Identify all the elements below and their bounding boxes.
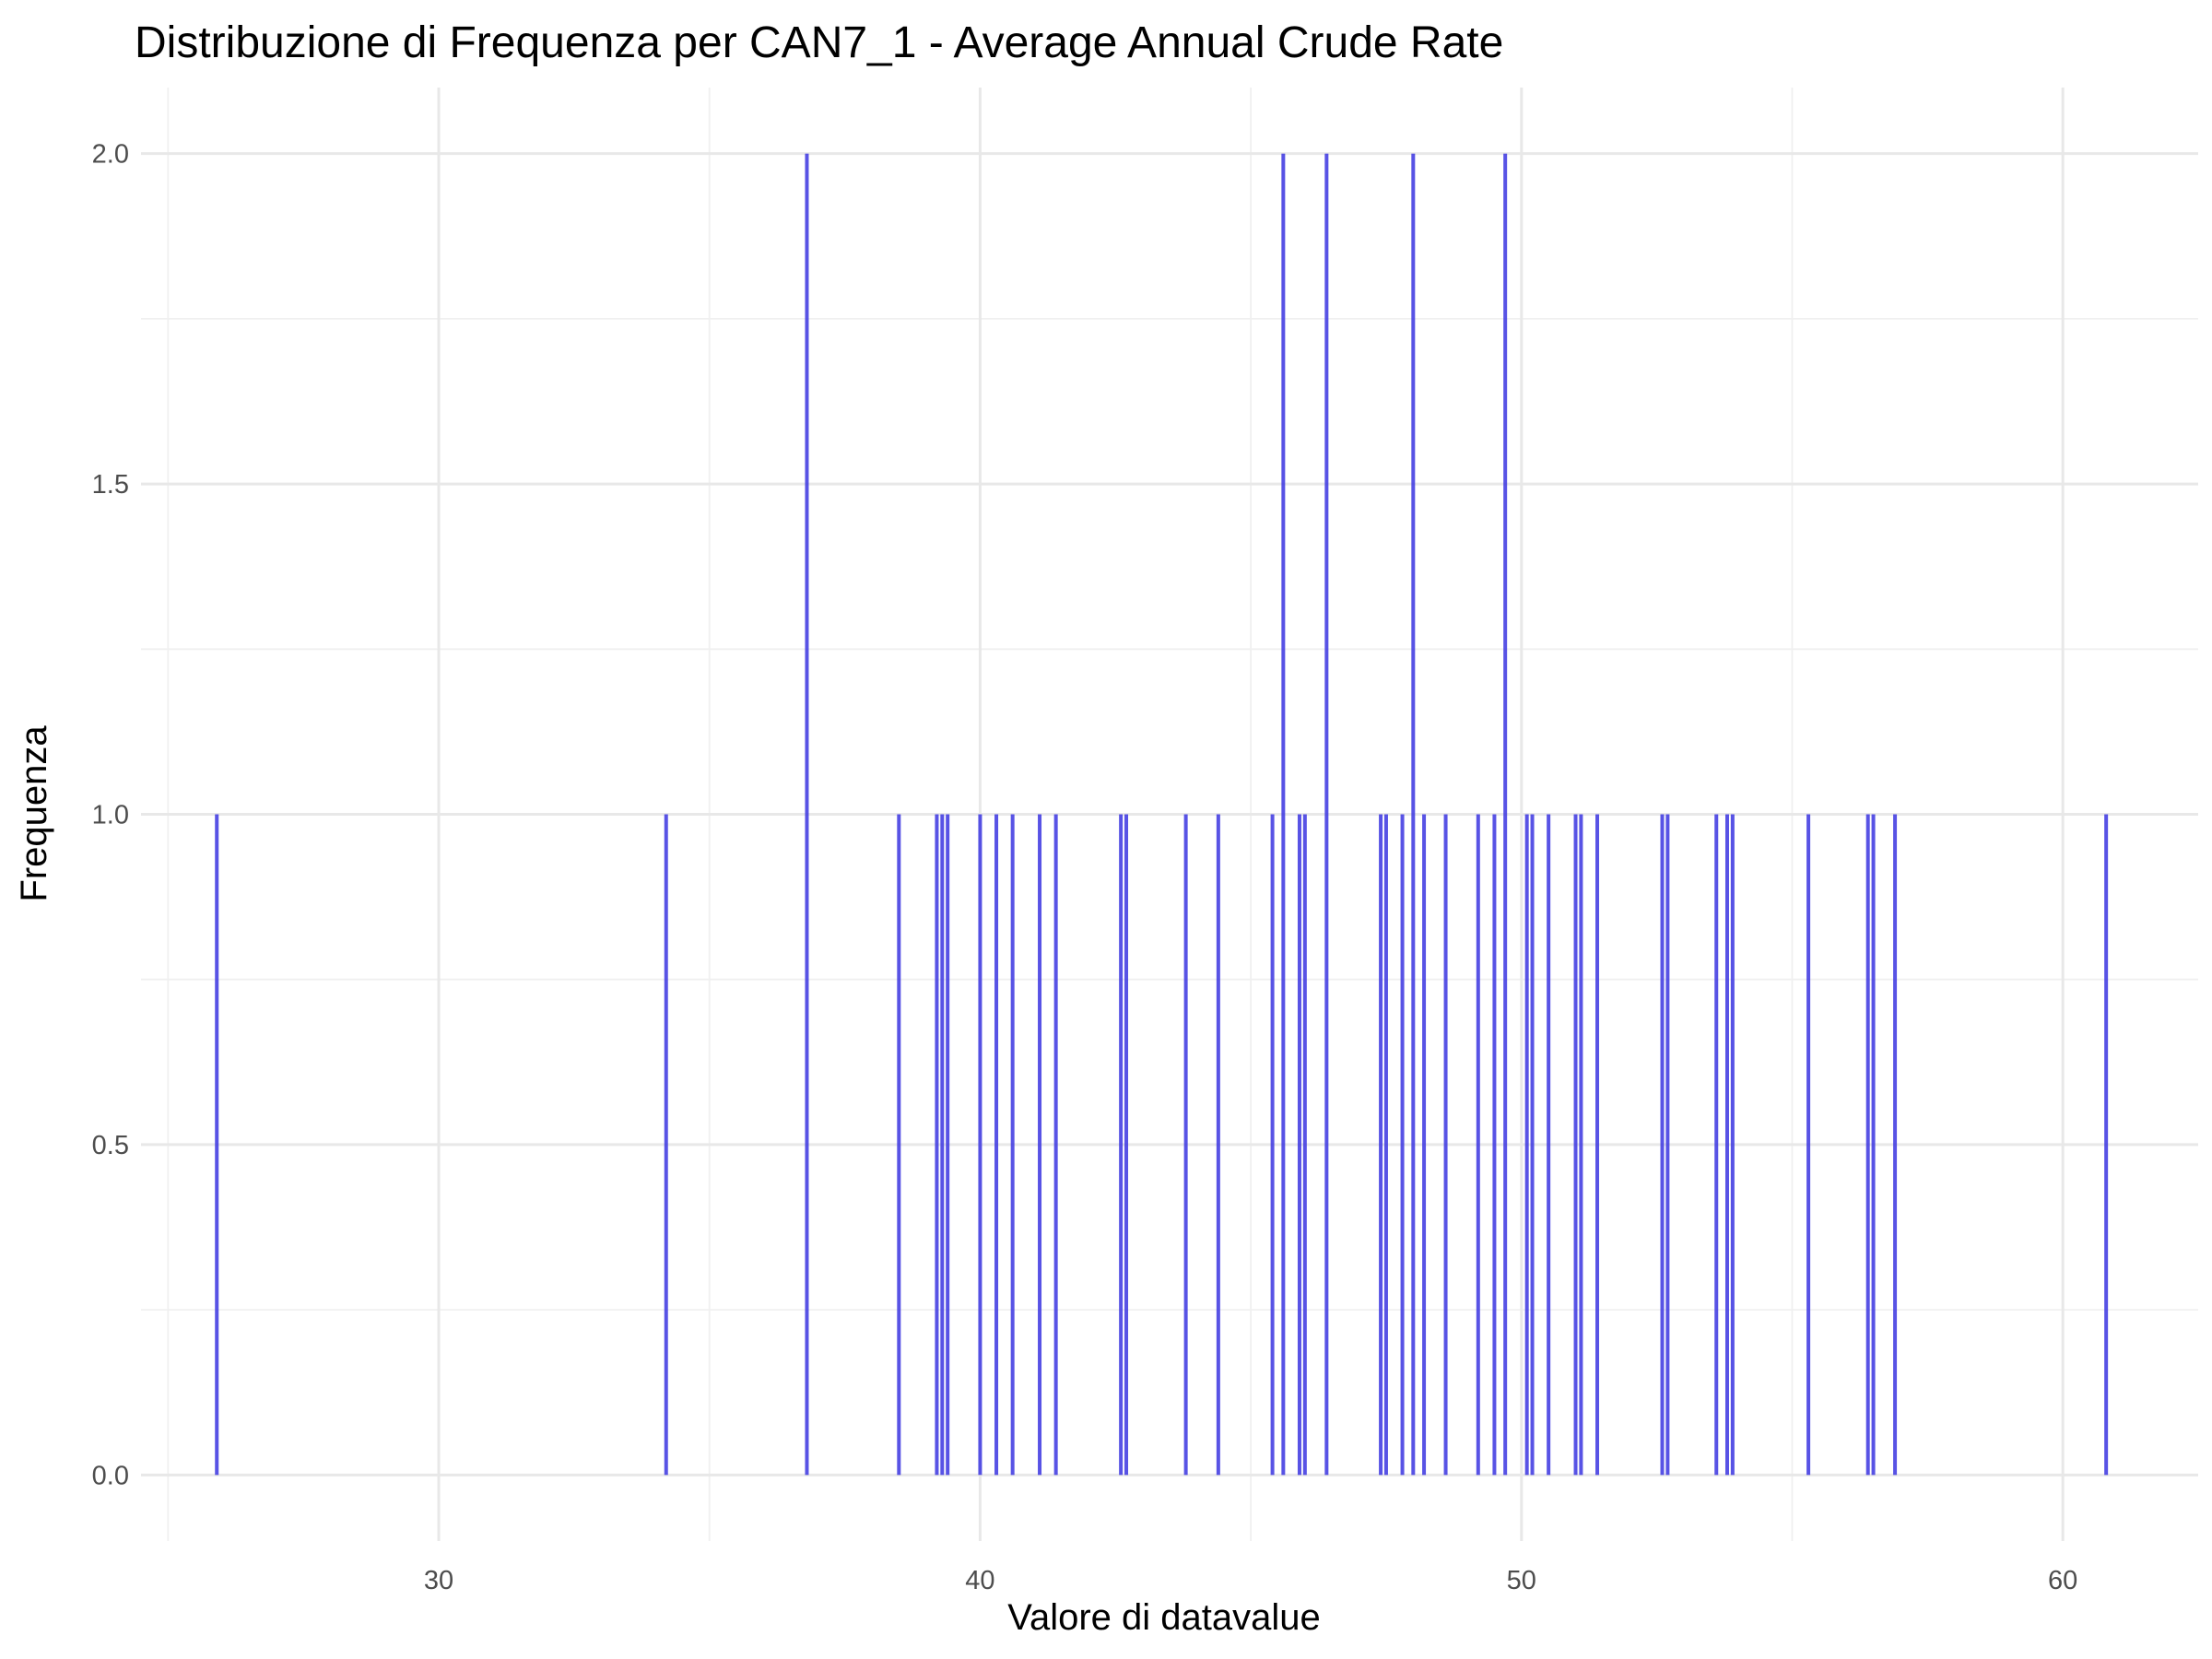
bar — [1730, 814, 1735, 1476]
bar — [1383, 814, 1388, 1476]
bar — [1053, 814, 1058, 1476]
bar — [1573, 814, 1578, 1476]
x-tick-label: 40 — [965, 1566, 994, 1595]
bar — [1503, 153, 1508, 1476]
bar — [1010, 814, 1015, 1476]
bar — [1579, 814, 1583, 1476]
x-tick-label: 30 — [424, 1566, 453, 1595]
bar — [1400, 814, 1405, 1476]
grid-lines — [141, 88, 2198, 1541]
y-axis-title: Frequenza — [14, 725, 54, 902]
bar — [1714, 814, 1719, 1476]
chart-title: Distribuzione di Frequenza per CAN7_1 - … — [135, 18, 1503, 67]
bar — [215, 814, 219, 1476]
y-tick-label: 0.5 — [92, 1131, 129, 1160]
x-tick-labels: 30 40 50 60 — [424, 1566, 2077, 1595]
bar — [1038, 814, 1042, 1476]
bar — [1379, 814, 1383, 1476]
bar — [1216, 814, 1220, 1476]
bar — [1492, 814, 1497, 1476]
bar — [935, 814, 939, 1476]
bar — [1595, 814, 1600, 1476]
bar — [1119, 814, 1124, 1476]
bar — [1871, 814, 1876, 1476]
bar — [1302, 814, 1307, 1476]
bar — [805, 153, 809, 1476]
bar — [1530, 814, 1535, 1476]
x-tick-label: 60 — [2048, 1566, 2077, 1595]
bars — [215, 153, 2109, 1476]
bar — [1476, 814, 1480, 1476]
bar — [897, 814, 901, 1476]
x-tick-label: 50 — [1507, 1566, 1536, 1595]
bar — [1660, 814, 1665, 1476]
bar — [1893, 814, 1898, 1476]
bar — [1865, 814, 1870, 1476]
y-tick-label: 0.0 — [92, 1461, 129, 1490]
bar — [1297, 814, 1301, 1476]
bar — [1665, 814, 1670, 1476]
bar — [1411, 153, 1416, 1476]
bar — [664, 814, 668, 1476]
bar — [940, 814, 945, 1476]
bar — [1547, 814, 1551, 1476]
bar — [1443, 814, 1448, 1476]
bar — [1422, 814, 1427, 1476]
bar — [1183, 814, 1188, 1476]
bar — [1524, 814, 1529, 1476]
bar — [1324, 153, 1329, 1476]
bar — [1270, 814, 1275, 1476]
y-tick-label: 2.0 — [92, 140, 129, 170]
y-tick-label: 1.5 — [92, 470, 129, 500]
bar — [1806, 814, 1811, 1476]
x-axis-title: Valore di datavalue — [1007, 1597, 1321, 1638]
y-tick-label: 1.0 — [92, 801, 129, 830]
bar — [2104, 814, 2109, 1476]
bar — [946, 814, 950, 1476]
bar — [1124, 814, 1129, 1476]
bar — [978, 814, 982, 1476]
bar — [1724, 814, 1729, 1476]
bar — [1281, 153, 1286, 1476]
bar — [994, 814, 999, 1476]
y-tick-labels: 0.0 0.5 1.0 1.5 2.0 — [92, 140, 129, 1491]
